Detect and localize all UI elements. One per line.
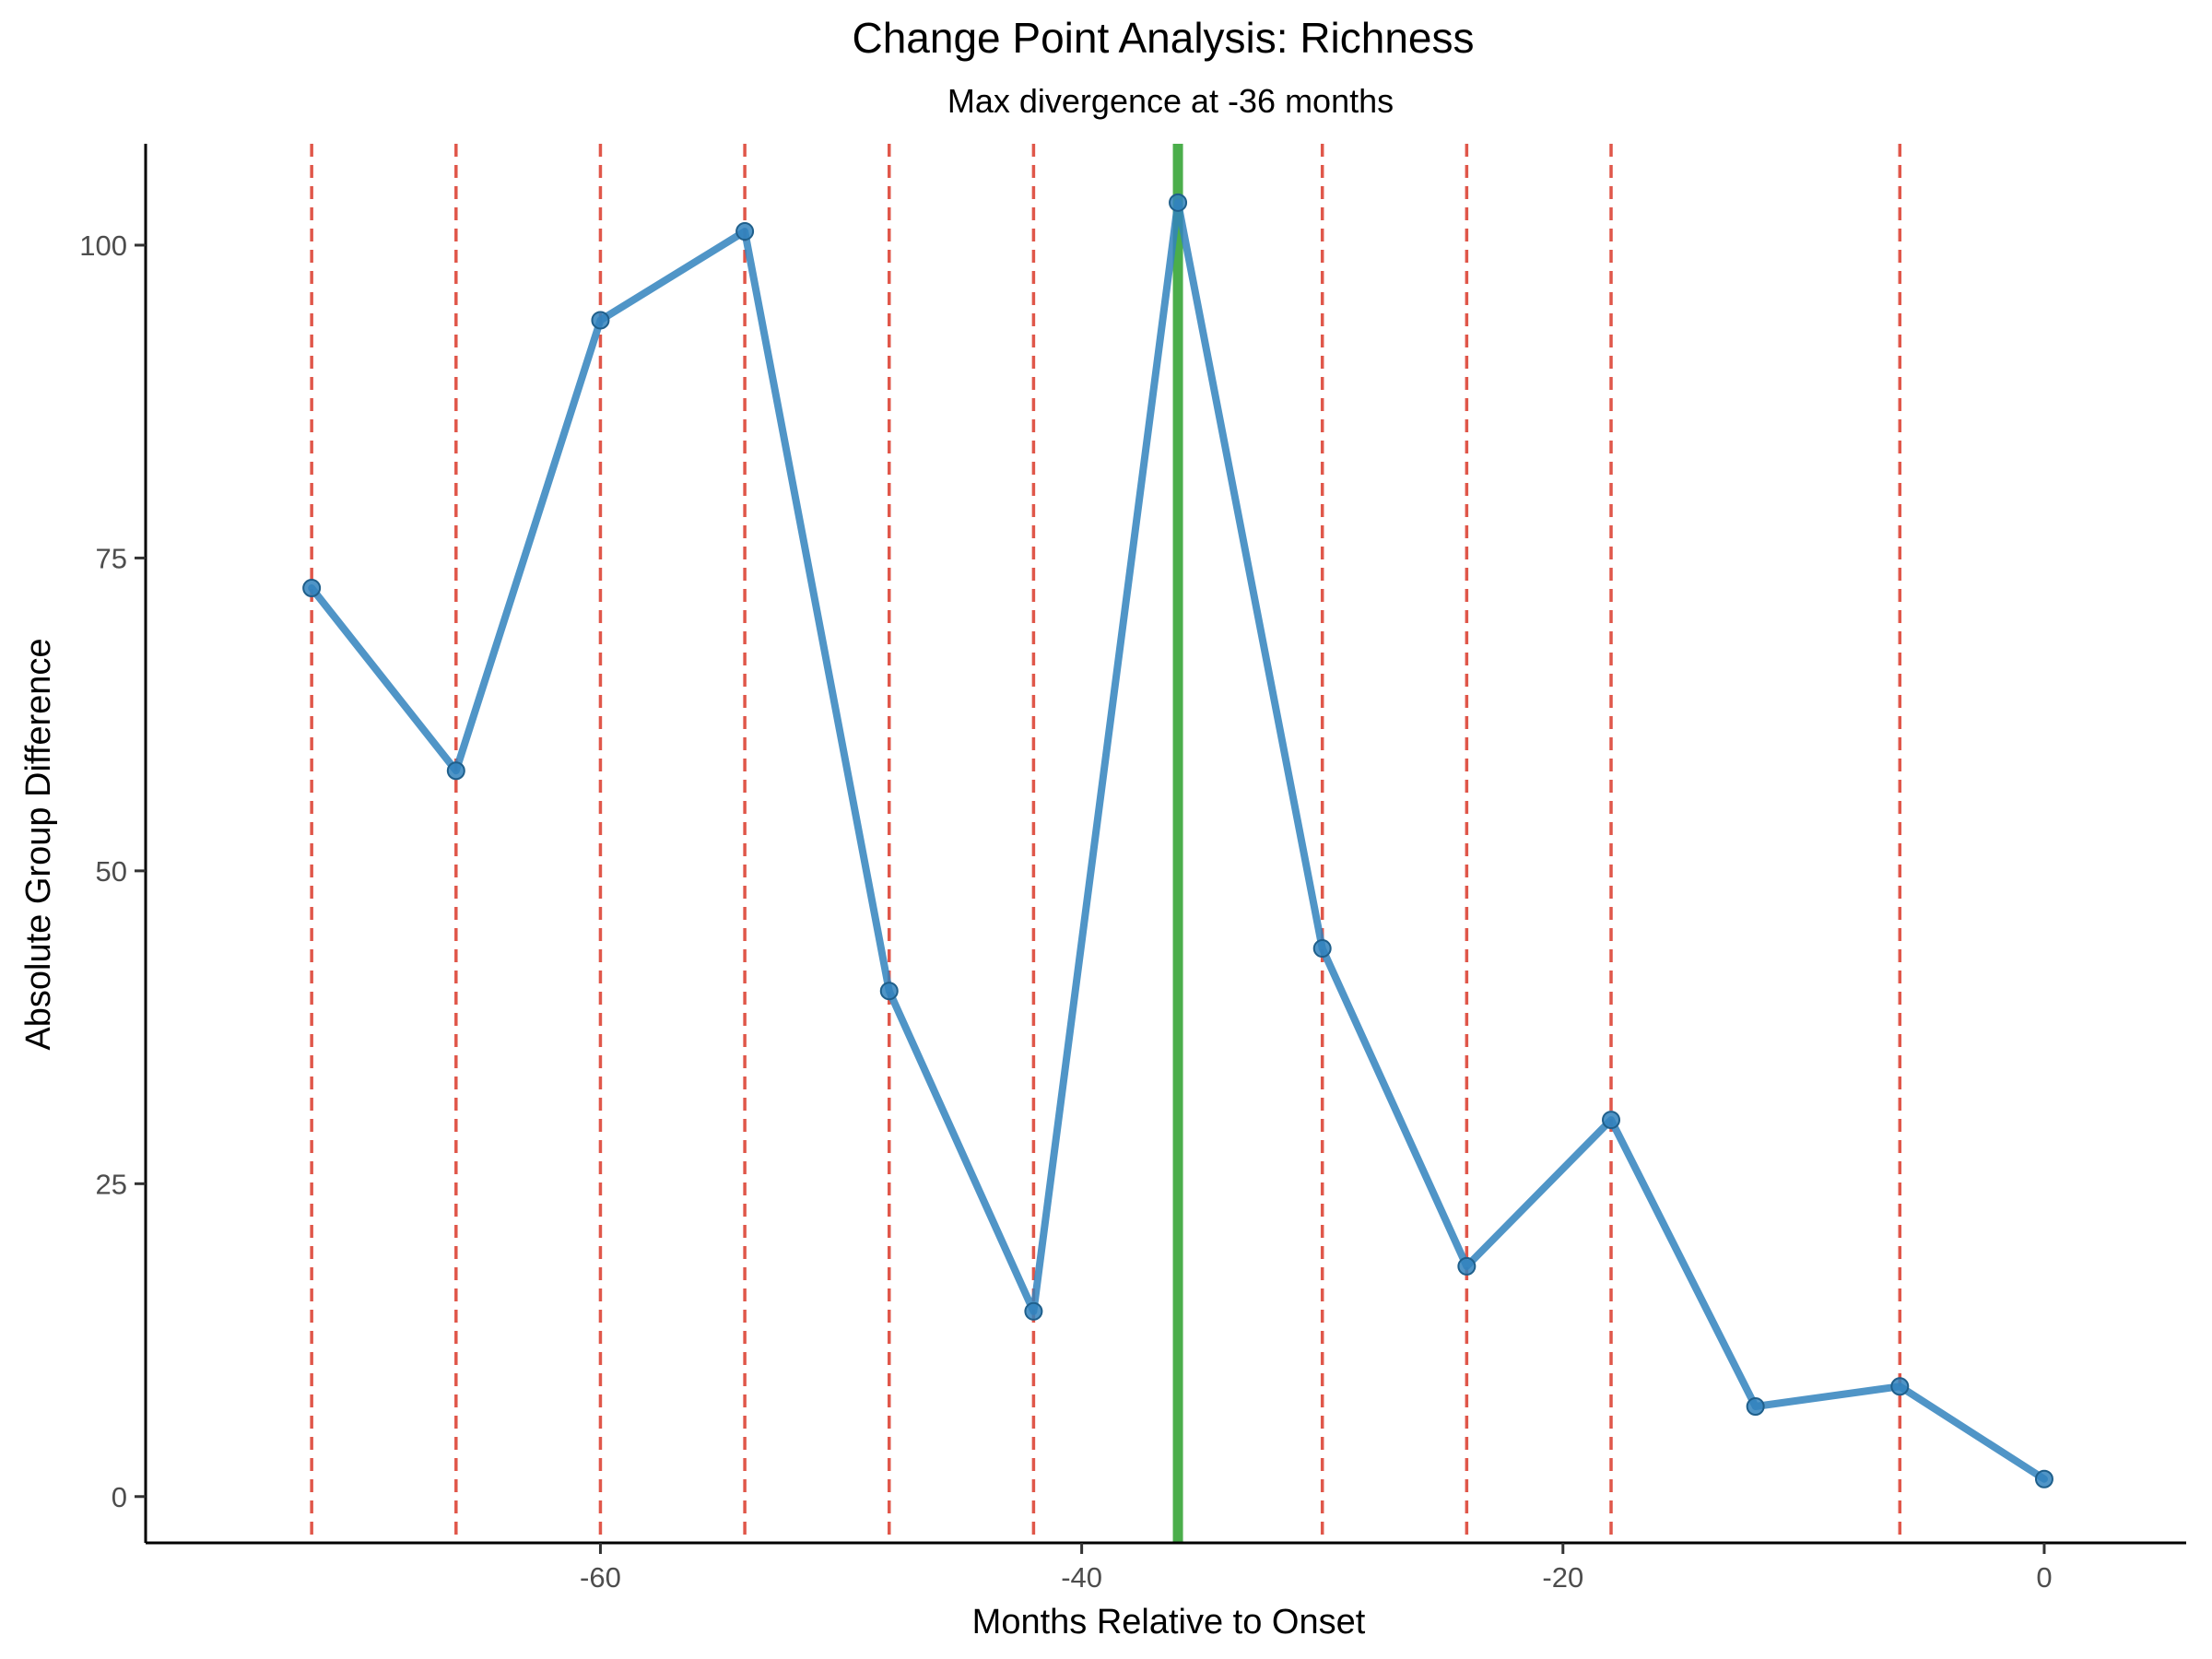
x-tick-label: 0: [2036, 1561, 2052, 1594]
y-tick-label: 25: [96, 1168, 127, 1200]
data-point: [591, 311, 610, 330]
chart-subtitle: Max divergence at -36 months: [947, 82, 1394, 120]
data-point: [1746, 1397, 1765, 1417]
data-point: [1169, 193, 1188, 212]
y-tick-label: 50: [96, 855, 127, 888]
x-tick-label: -20: [1542, 1561, 1583, 1594]
data-series: [302, 193, 2053, 1488]
axes: -60 -40 -20 0 0 25 50 75 100: [79, 144, 2186, 1594]
data-point: [879, 982, 899, 1001]
data-point: [1312, 939, 1332, 959]
x-axis-title: Months Relative to Onset: [972, 1603, 1366, 1641]
data-point: [1602, 1111, 1621, 1130]
x-tick-label: -60: [580, 1561, 621, 1594]
reference-lines: [310, 144, 1902, 1543]
data-point: [1024, 1301, 1043, 1321]
data-point: [1890, 1377, 1910, 1396]
chart-title: Change Point Analysis: Richness: [852, 14, 1474, 62]
y-axis-title: Absolute Group Difference: [19, 638, 58, 1050]
data-point: [2034, 1469, 2053, 1488]
x-tick-label: -40: [1061, 1561, 1102, 1594]
y-tick-label: 100: [79, 229, 127, 262]
y-tick-label: 0: [112, 1481, 127, 1513]
y-tick-label: 75: [96, 542, 127, 574]
data-point: [1457, 1256, 1477, 1276]
data-point: [302, 579, 322, 598]
data-point: [446, 761, 465, 781]
data-point: [735, 222, 755, 241]
